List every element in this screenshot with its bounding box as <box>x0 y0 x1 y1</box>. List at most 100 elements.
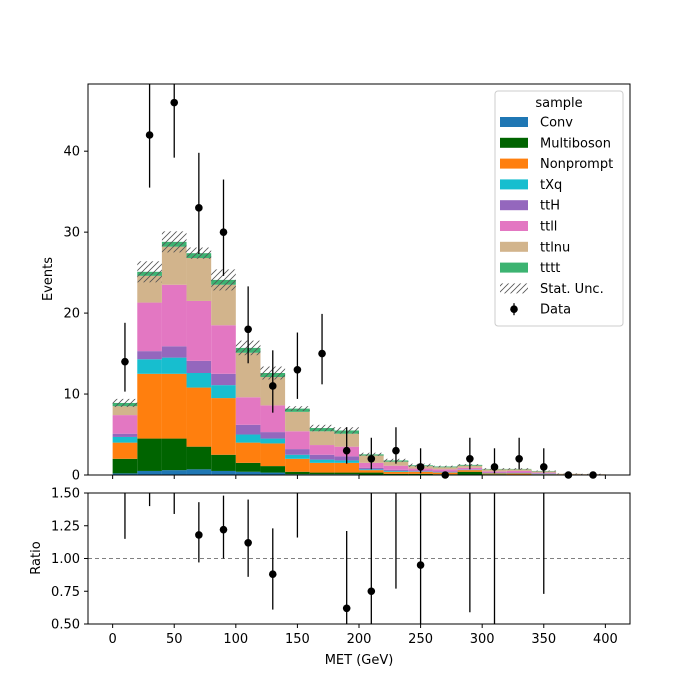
bar-txq <box>161 357 187 374</box>
bar-ttll <box>432 469 458 472</box>
ratio-x-tick-label: 0 <box>108 632 116 647</box>
bar-txq <box>359 469 384 471</box>
ratio-x-tick-label: 400 <box>593 632 618 647</box>
bar-nonprompt <box>137 373 162 439</box>
bar-multiboson <box>285 471 310 475</box>
ratio-point <box>195 531 203 539</box>
data-point <box>293 365 302 374</box>
bar-multiboson <box>359 472 384 475</box>
bar-ttll <box>506 470 532 473</box>
y-tick-label: 40 <box>63 145 80 160</box>
data-point <box>416 463 425 471</box>
bar-txq <box>186 373 212 388</box>
bar-multiboson <box>186 446 212 470</box>
bar-ttll <box>309 445 335 455</box>
ratio-x-tick-label: 200 <box>347 632 372 647</box>
ratio-panel: 0.50 0.75 1.00 1.25 1.50 0 50 100 150 200 250 300 3… <box>29 481 631 668</box>
bar-ttlnu <box>506 469 532 471</box>
bar-conv <box>211 470 236 475</box>
main-x-ticks <box>112 475 606 479</box>
bar-ttll <box>383 465 409 470</box>
ratio-point <box>244 538 252 547</box>
legend-title: sample <box>535 96 582 111</box>
ratio-x-ticks: 0 50 100 150 200 250 300 350 400 <box>108 624 618 647</box>
series-nonprompt <box>112 373 557 475</box>
legend-label-ttlnu: ttlnu <box>540 240 570 255</box>
stat-unc-band <box>112 398 138 407</box>
main-y-ticks: 0 10 20 30 40 <box>63 145 88 484</box>
data-point <box>342 446 351 455</box>
bar-tth <box>211 373 236 386</box>
data-point <box>490 463 499 471</box>
bar-txq <box>383 470 409 472</box>
series-ttll <box>112 284 581 475</box>
legend-swatch-tttt <box>500 262 528 273</box>
legend-swatch-nonprompt <box>500 158 528 169</box>
bar-tth <box>309 454 335 460</box>
bar-nonprompt <box>235 442 261 463</box>
bar-txq <box>309 459 335 463</box>
bar-multiboson <box>408 473 433 475</box>
bar-tth <box>260 432 286 439</box>
stat-unc-band <box>309 424 335 432</box>
bar-multiboson <box>309 472 335 475</box>
data-point <box>515 455 523 463</box>
data-point <box>539 463 548 471</box>
bar-txq <box>211 385 236 399</box>
data-points <box>121 84 597 479</box>
legend-data-marker <box>510 305 518 314</box>
bar-nonprompt <box>309 462 335 473</box>
bar-nonprompt <box>112 442 138 459</box>
y-tick-label: 30 <box>63 226 80 241</box>
legend-label-conv: Conv <box>540 116 573 131</box>
bar-nonprompt <box>482 473 507 475</box>
bar-conv <box>161 470 187 475</box>
stat-unc-band <box>161 231 187 253</box>
ratio-x-tick-label: 300 <box>470 632 495 647</box>
ratio-point <box>121 484 129 492</box>
ratio-y-tick-label: 1.00 <box>51 552 80 567</box>
bar-ttll <box>161 284 187 347</box>
data-point <box>244 325 252 334</box>
legend-swatch-stat-unc <box>500 283 528 294</box>
bar-nonprompt <box>334 462 359 473</box>
legend-swatch-tth <box>500 200 528 211</box>
bar-nonprompt <box>260 443 286 467</box>
ratio-point <box>170 481 178 489</box>
legend-swatch-ttll <box>500 221 528 231</box>
bar-txq <box>285 454 310 459</box>
ratio-x-tick-label: 100 <box>223 632 248 647</box>
data-point <box>367 455 376 463</box>
bar-ttlnu <box>112 406 138 416</box>
legend-label-txq: tXq <box>540 178 562 193</box>
stat-uncertainty-bands <box>112 231 606 475</box>
bar-tth <box>112 433 138 437</box>
bar-multiboson <box>161 438 187 471</box>
stat-unc-band <box>211 269 236 291</box>
bar-nonprompt <box>186 387 212 447</box>
ratio-x-tick-label: 50 <box>166 632 183 647</box>
bar-ttlnu <box>309 431 335 446</box>
data-point <box>268 382 277 390</box>
bar-conv <box>112 473 138 475</box>
data-point <box>318 349 326 358</box>
bar-conv <box>235 471 261 475</box>
legend-label-ttll: ttll <box>540 220 557 235</box>
ratio-x-tick-label: 150 <box>285 632 310 647</box>
bar-multiboson <box>260 466 286 473</box>
bar-ttlnu <box>161 246 187 285</box>
bar-ttlnu <box>186 258 212 301</box>
ratio-point <box>416 561 425 569</box>
legend-label-tttt: tttt <box>540 261 560 276</box>
ratio-y-tick-label: 1.50 <box>51 487 80 502</box>
ratio-points <box>121 481 545 624</box>
data-point <box>219 228 228 236</box>
ratio-point <box>367 587 376 596</box>
data-point <box>392 446 400 455</box>
legend: sample Conv Multiboson Nonprompt tXq ttH ttll… <box>494 90 624 327</box>
y-tick-label: 0 <box>72 469 80 484</box>
bar-tth <box>161 346 187 358</box>
legend-swatch-multiboson <box>500 137 528 148</box>
bar-nonprompt <box>359 470 384 473</box>
bar-ttlnu <box>285 411 310 432</box>
